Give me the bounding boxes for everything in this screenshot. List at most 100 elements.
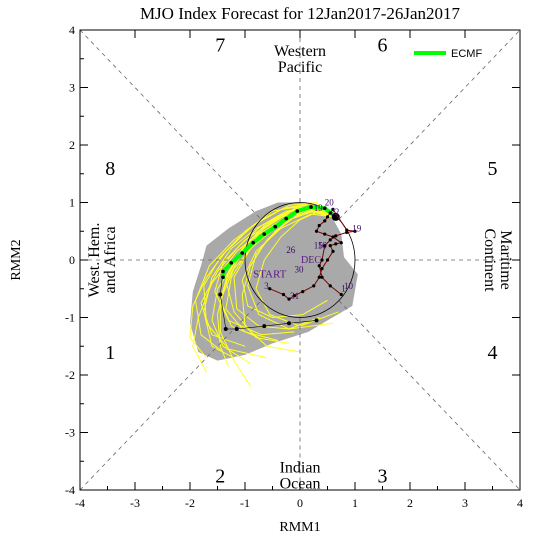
observed-day-label-11: 30 <box>295 265 305 275</box>
observed-point-11 <box>328 244 332 248</box>
observed-point-8 <box>320 267 324 271</box>
observed-day-label-4: 10 <box>344 281 354 291</box>
x-tick-label--2: -2 <box>185 496 195 510</box>
observed-point-23 <box>353 229 357 233</box>
x-tick-label-4: 4 <box>517 496 523 510</box>
observed-day-label-9: 19 <box>352 223 362 233</box>
ensemble-mean-layer <box>221 205 340 280</box>
forecast-point-14 <box>234 327 239 331</box>
x-tick-label-0: 0 <box>297 496 303 510</box>
observed-day-label-6: 20 <box>325 197 335 207</box>
ensemble-mean-point-8 <box>251 240 256 245</box>
x-axis-label: RMM1 <box>279 520 320 535</box>
observed-point-28 <box>320 258 324 262</box>
y-tick-label-2: 2 <box>69 138 75 152</box>
observed-point-27 <box>323 244 327 248</box>
phase-label-7: 7 <box>215 34 225 56</box>
observed-point-31 <box>328 284 332 288</box>
y-tick-label-4: 4 <box>69 23 75 37</box>
phase-label-6: 6 <box>378 34 388 56</box>
observed-point-21 <box>331 207 335 211</box>
unit-circle-layer <box>244 202 356 318</box>
y-tick-label--3: -3 <box>65 426 75 440</box>
ensemble-member-line-12 <box>241 210 334 353</box>
phase-label-1: 1 <box>105 342 115 364</box>
region-label-line: Maritime <box>497 230 514 290</box>
ensemble-mean-point-12 <box>221 275 225 280</box>
observed-point-24 <box>345 230 349 234</box>
observed-point-17 <box>317 223 321 228</box>
observed-point-15 <box>323 232 327 236</box>
phase-divider-ne <box>338 29 521 220</box>
ensemble-mean-point-11 <box>221 269 225 274</box>
forecast-point-12 <box>218 292 223 297</box>
observed-point-7 <box>317 275 321 279</box>
start-label: START <box>253 268 287 280</box>
legend: ECMF <box>414 48 482 60</box>
x-tick-label--4: -4 <box>75 496 85 510</box>
x-tick-label-2: 2 <box>407 496 413 510</box>
ensemble-mean-point-3 <box>309 205 313 209</box>
observed-day-label-5: 16 <box>318 241 328 251</box>
ensemble-mean-point-10 <box>229 261 234 265</box>
region-label-line: and Africa <box>102 226 119 293</box>
observed-day-label-12: 15 <box>314 241 324 251</box>
observed-day-label-8: 22 <box>330 207 339 217</box>
unit-circle <box>244 202 356 318</box>
observed-point-6 <box>312 284 316 288</box>
ensemble-mean-point-5 <box>284 216 289 221</box>
observed-point-4 <box>292 294 297 298</box>
region-label-west-hem-and-africa: West. Hem. and Africa <box>86 223 119 298</box>
phase-label-5: 5 <box>488 158 498 180</box>
y-axis-label: RMM2 <box>9 239 24 280</box>
ensemble-member-line-14 <box>225 207 334 341</box>
observed-point-16 <box>314 229 319 233</box>
phase-label-3: 3 <box>378 466 388 488</box>
y-tick-label-1: 1 <box>69 196 75 210</box>
region-label-line: Pacific <box>278 59 322 76</box>
month-label: DEC <box>301 255 321 266</box>
observed-point-12 <box>334 242 338 246</box>
y-tick-label-0: 0 <box>69 253 75 267</box>
phase-label-4: 4 <box>488 342 498 364</box>
observed-point-22 <box>345 228 349 232</box>
ensemble-mean-point-7 <box>262 232 267 236</box>
observed-point-19 <box>325 215 330 219</box>
ensemble-member-line-11 <box>189 203 334 359</box>
ensemble-member-line-3 <box>195 202 334 353</box>
ensemble-mean-line <box>221 205 338 280</box>
y-tick-label--1: -1 <box>65 311 75 325</box>
region-label-line: Indian <box>280 460 321 477</box>
observed-point-20 <box>328 211 332 215</box>
observed-point-1 <box>268 287 272 291</box>
region-label-line: Western <box>274 43 326 60</box>
observed-point-3 <box>287 297 291 301</box>
observed-day-label-7: 19 <box>314 203 324 213</box>
observed-point-13 <box>339 241 343 245</box>
forecast-point-16 <box>287 321 291 326</box>
forecast-point-17 <box>314 318 319 323</box>
observed-point-26 <box>328 238 332 242</box>
ensemble-member-line-9 <box>203 204 334 359</box>
x-tick-label--1: -1 <box>240 496 250 510</box>
y-tick-label--4: -4 <box>65 483 75 497</box>
y-tick-label-3: 3 <box>69 81 75 95</box>
observed-day-label-10: 26 <box>286 245 296 255</box>
ensemble-member-line-7 <box>241 213 334 318</box>
observed-point-2 <box>281 292 286 297</box>
observed-day-label-2: 3 <box>264 281 269 291</box>
observed-day-label-1: 1 <box>341 284 346 294</box>
observed-point-29 <box>317 264 321 268</box>
observed-point-14 <box>331 235 335 239</box>
x-tick-label-1: 1 <box>352 496 358 510</box>
axes-layer: -4 -3 -2 -1 0 1 2 3 4 -4 -3 -2 -1 0 1 2 3 4 <box>65 23 523 510</box>
phase-divider-layer <box>79 29 521 491</box>
x-tick-label--3: -3 <box>130 496 140 510</box>
phase-divider-sw <box>79 300 262 491</box>
observed-point-10 <box>331 249 335 253</box>
observed-point-30 <box>320 275 324 279</box>
